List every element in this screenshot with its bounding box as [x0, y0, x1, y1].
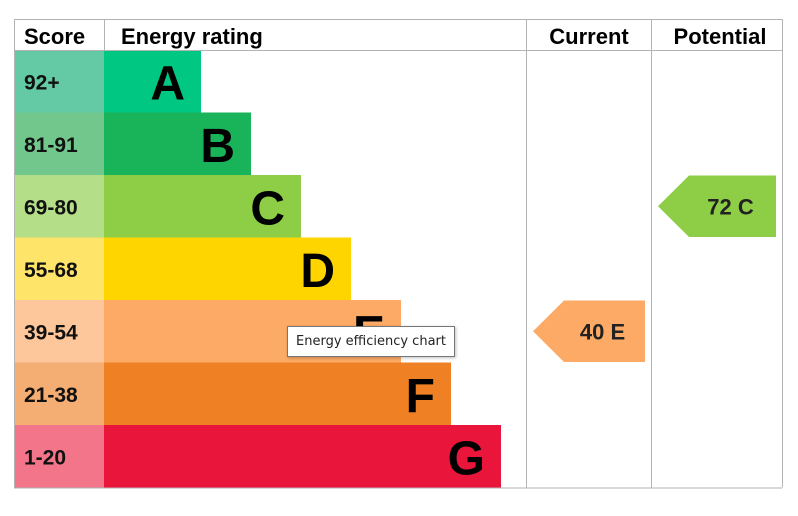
rating-bar-a [104, 50, 201, 113]
rating-letter-b: B [200, 120, 235, 173]
score-cell-f [14, 362, 104, 425]
rating-bar-c [104, 175, 301, 238]
score-range-a: 92+ [24, 71, 60, 94]
score-range-d: 55-68 [24, 259, 78, 282]
score-cell-d [14, 237, 104, 300]
rating-letter-f: F [406, 370, 435, 423]
rating-bar-f [104, 362, 451, 425]
rating-bar-b [104, 112, 251, 175]
score-range-b: 81-91 [24, 134, 78, 157]
rating-letter-c: C [250, 182, 285, 235]
score-cell-g [14, 425, 104, 488]
score-range-f: 21-38 [24, 384, 78, 407]
current-rating-arrow [533, 300, 645, 362]
rating-letter-g: G [448, 432, 485, 485]
current-rating-label: 40 E [580, 319, 625, 344]
rating-letter-a: A [150, 57, 185, 110]
score-cell-c [14, 175, 104, 238]
header-row: Score Energy rating Current Potential [24, 24, 766, 49]
rating-markers: 40 E 72 C [533, 175, 776, 362]
score-range-c: 69-80 [24, 196, 78, 219]
rating-bar-d [104, 237, 351, 300]
score-cell-b [14, 112, 104, 175]
potential-header: Potential [674, 24, 767, 49]
rating-bar-g [104, 425, 501, 488]
current-header: Current [549, 24, 629, 49]
chart-tooltip: Energy efficiency chart [287, 326, 455, 357]
potential-rating-label: 72 C [707, 194, 754, 219]
energy-rating-header: Energy rating [121, 24, 263, 49]
score-range-e: 39-54 [24, 321, 78, 344]
potential-rating-arrow [658, 175, 776, 237]
score-range-g: 1-20 [24, 446, 66, 469]
table-grid [14, 19, 783, 489]
score-cell-a [14, 50, 104, 113]
score-cell-e [14, 300, 104, 363]
score-header: Score [24, 24, 85, 49]
rating-letter-d: D [300, 245, 335, 298]
